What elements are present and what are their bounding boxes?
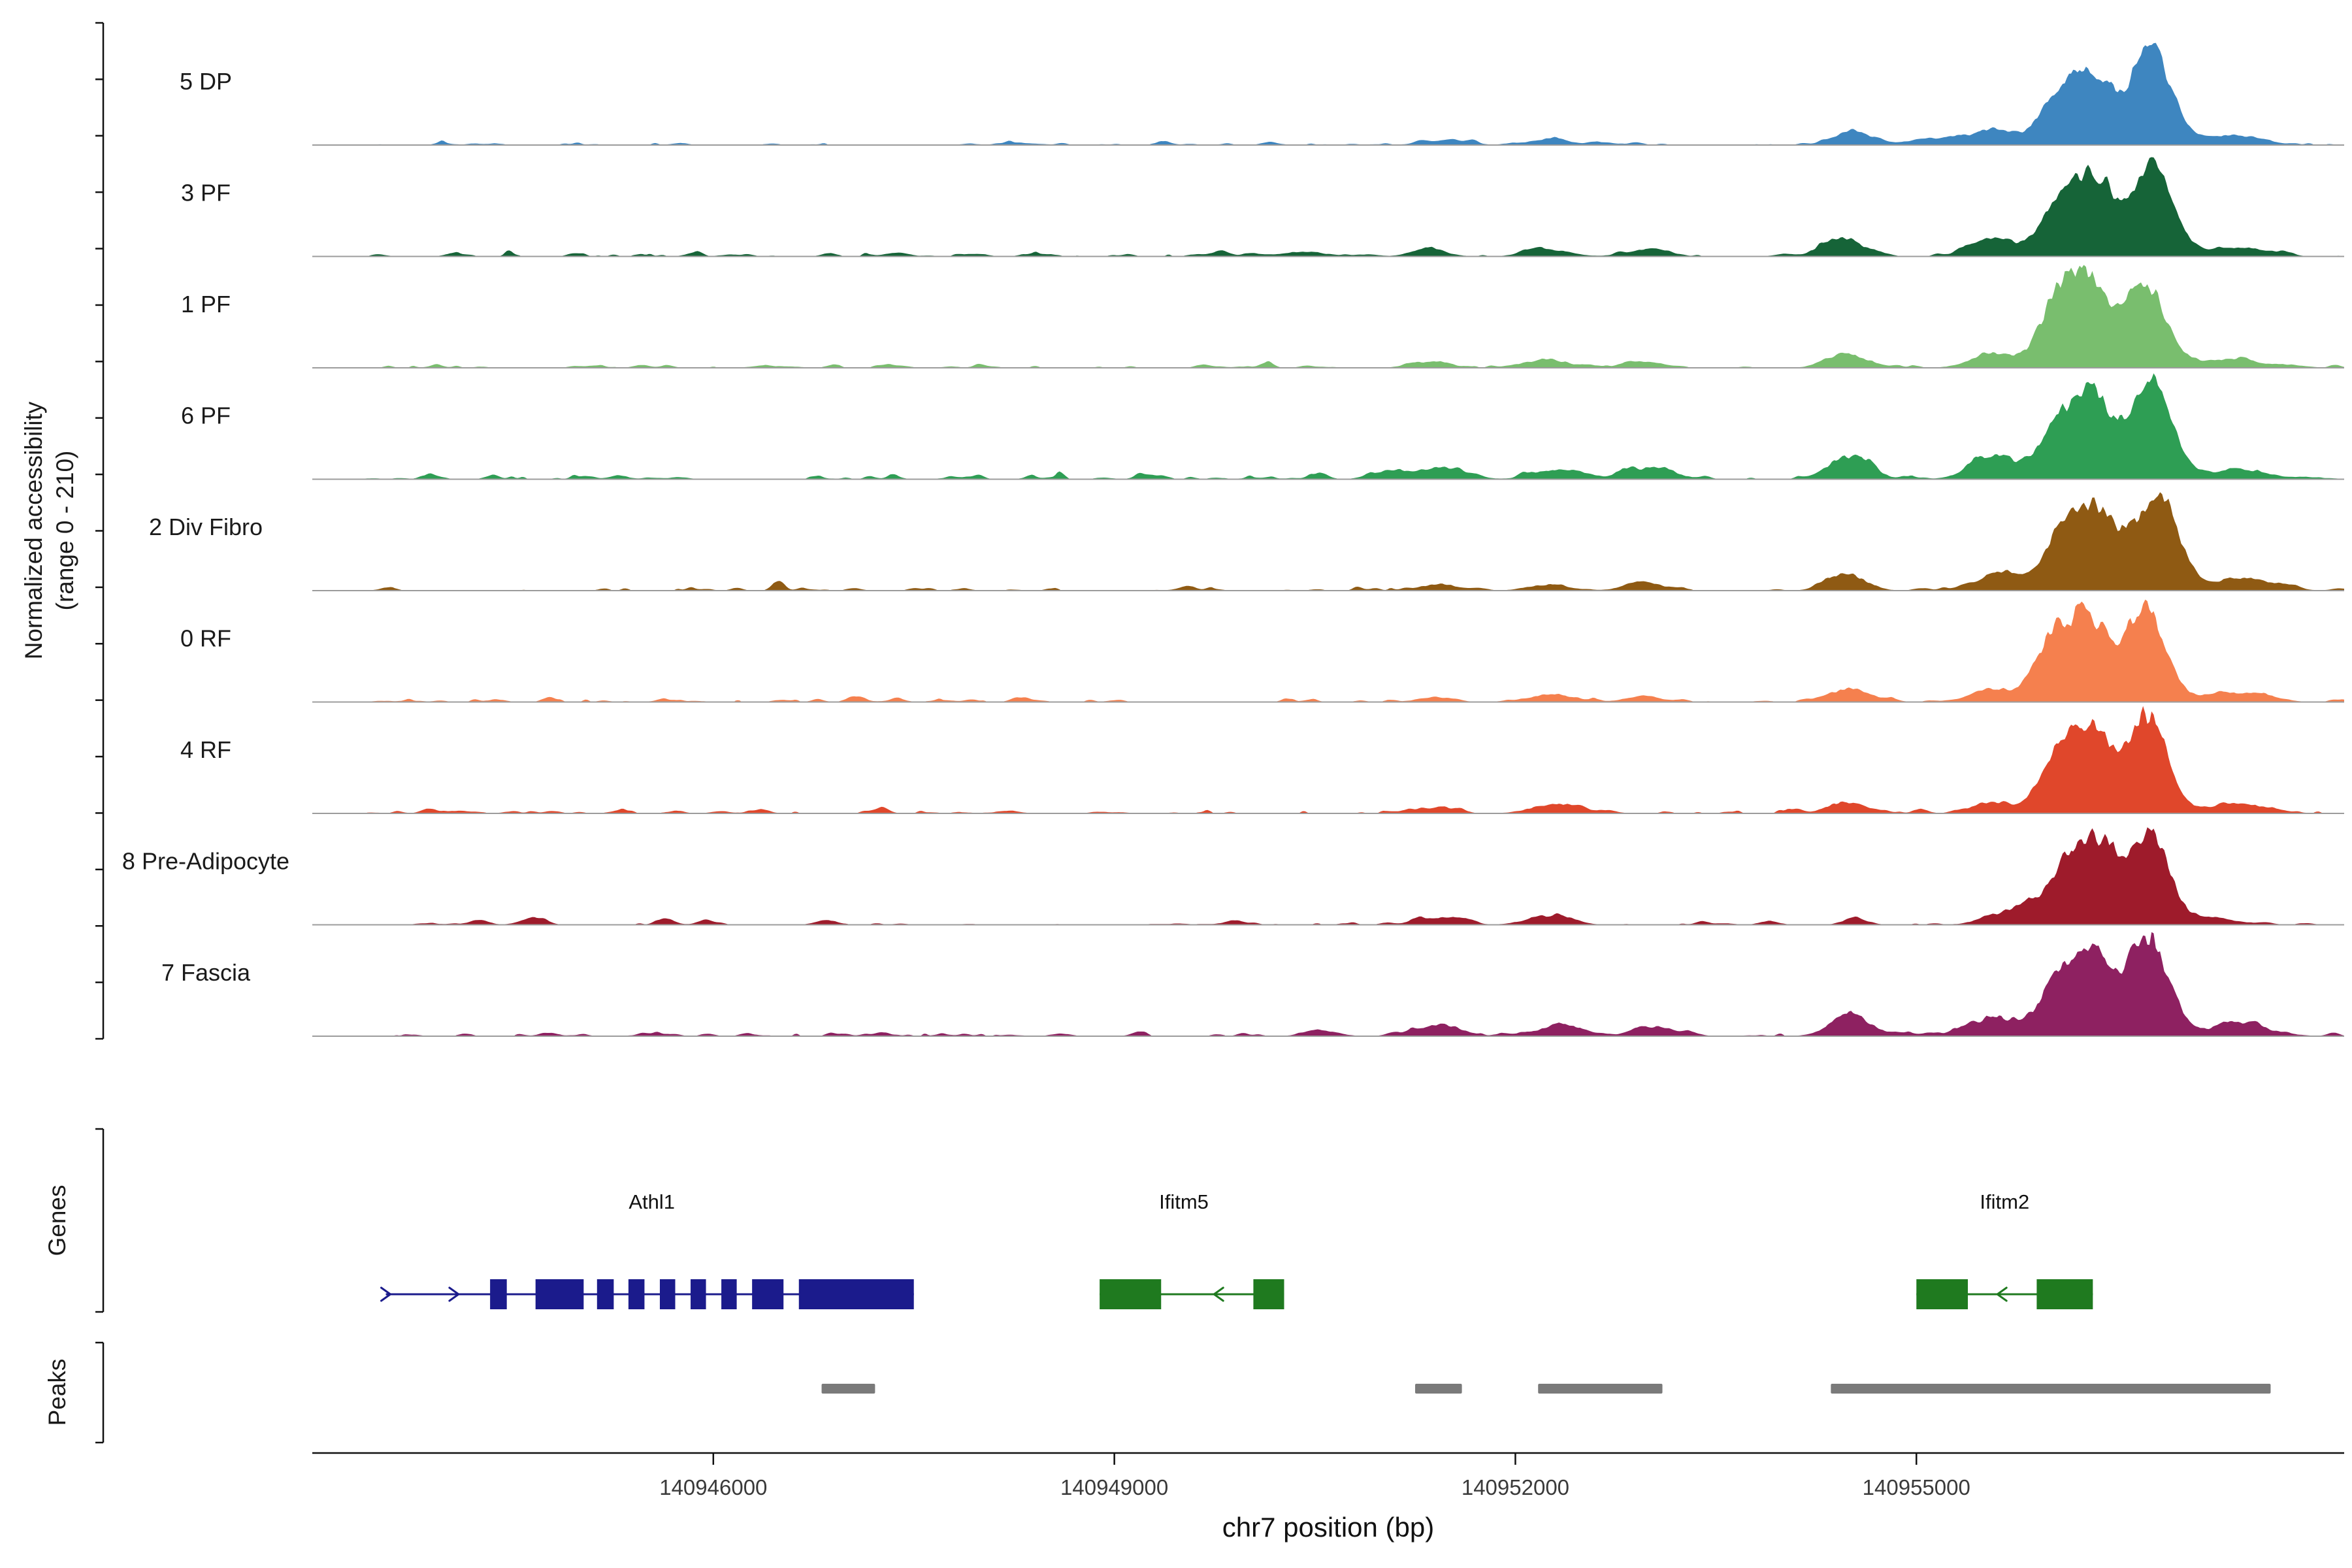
gene-label: Ifitm5 — [1159, 1190, 1209, 1213]
track-label: 2 Div Fibro — [149, 514, 263, 540]
exon-block — [721, 1279, 737, 1309]
exon-block — [596, 1279, 614, 1309]
y-axis-label-line1: Normalized accessibility — [20, 401, 47, 659]
track-area — [312, 827, 2344, 925]
strand-direction-icon — [380, 1286, 392, 1302]
track-area — [312, 492, 2344, 591]
track-0-rf: 0 RF — [180, 599, 2344, 703]
strand-direction-icon — [448, 1286, 460, 1302]
track-2-div-fibro: 2 Div Fibro — [149, 492, 2344, 591]
track-8-pre-adipocyte: 8 Pre-Adipocyte — [122, 827, 2344, 926]
exon-block — [535, 1279, 584, 1309]
track-6-pf: 6 PF — [181, 373, 2344, 480]
exon-block — [1253, 1279, 1284, 1309]
track-label: 4 RF — [180, 736, 231, 763]
exon-block — [691, 1279, 706, 1309]
peak-region-bar — [821, 1384, 875, 1394]
strand-direction-icon — [1213, 1286, 1224, 1302]
track-label: 1 PF — [181, 291, 231, 318]
gene-label: Athl1 — [629, 1190, 675, 1213]
exon-block — [2036, 1279, 2093, 1309]
track-label: 6 PF — [181, 402, 231, 429]
tracks-group: 5 DP 3 PF 1 PF 6 PF 2 Div Fibro 0 RF 4 RF 8 Pre… — [122, 42, 2344, 1037]
x-axis-tick-label: 140952000 — [1462, 1475, 1569, 1499]
track-area — [312, 599, 2344, 702]
genes-section-label: Genes — [44, 1184, 71, 1256]
track-label: 5 DP — [180, 68, 232, 95]
x-axis-tick-label: 140949000 — [1060, 1475, 1168, 1499]
exon-block — [752, 1279, 784, 1309]
track-area — [312, 932, 2344, 1036]
track-1-pf: 1 PF — [181, 265, 2344, 368]
exon-block — [1916, 1279, 1968, 1309]
gene-ifitm2: Ifitm2 — [1916, 1190, 2093, 1309]
track-area — [312, 706, 2344, 813]
exon-block — [798, 1279, 914, 1309]
gene-athl1: Athl1 — [380, 1190, 914, 1309]
peaks-group — [821, 1384, 2271, 1394]
peak-region-bar — [1831, 1384, 2271, 1394]
track-7-fascia: 7 Fascia — [161, 932, 2344, 1037]
x-axis-tick-label: 140955000 — [1863, 1475, 1970, 1499]
exon-block — [659, 1279, 676, 1309]
gene-ifitm5: Ifitm5 — [1100, 1190, 1284, 1309]
track-3-pf: 3 PF — [181, 157, 2344, 257]
peak-region-bar — [1414, 1384, 1462, 1394]
gene-label: Ifitm2 — [1980, 1190, 2029, 1213]
exon-block — [628, 1279, 645, 1309]
strand-direction-icon — [1996, 1286, 2008, 1302]
peak-region-bar — [1538, 1384, 1663, 1394]
y-axis-label-line2: (range 0 - 210) — [52, 451, 78, 611]
genes-group: Athl1 Ifitm5 Ifitm2 — [380, 1190, 2093, 1309]
track-label: 8 Pre-Adipocyte — [122, 848, 289, 875]
exon-block — [490, 1279, 507, 1309]
track-label: 7 Fascia — [161, 959, 251, 986]
peaks-section-label: Peaks — [44, 1359, 71, 1426]
exon-block — [1100, 1279, 1162, 1309]
x-axis-tick-label: 140946000 — [659, 1475, 767, 1499]
track-5-dp: 5 DP — [180, 42, 2344, 146]
track-label: 0 RF — [180, 625, 231, 652]
track-label: 3 PF — [181, 180, 231, 206]
track-area — [312, 157, 2344, 257]
track-area — [312, 373, 2344, 480]
track-4-rf: 4 RF — [180, 706, 2344, 814]
x-axis-title: chr7 position (bp) — [1222, 1512, 1435, 1543]
track-area — [312, 265, 2344, 368]
track-area — [312, 42, 2344, 145]
axes-group: 140946000 140949000 140952000 140955000 — [95, 22, 2344, 1499]
